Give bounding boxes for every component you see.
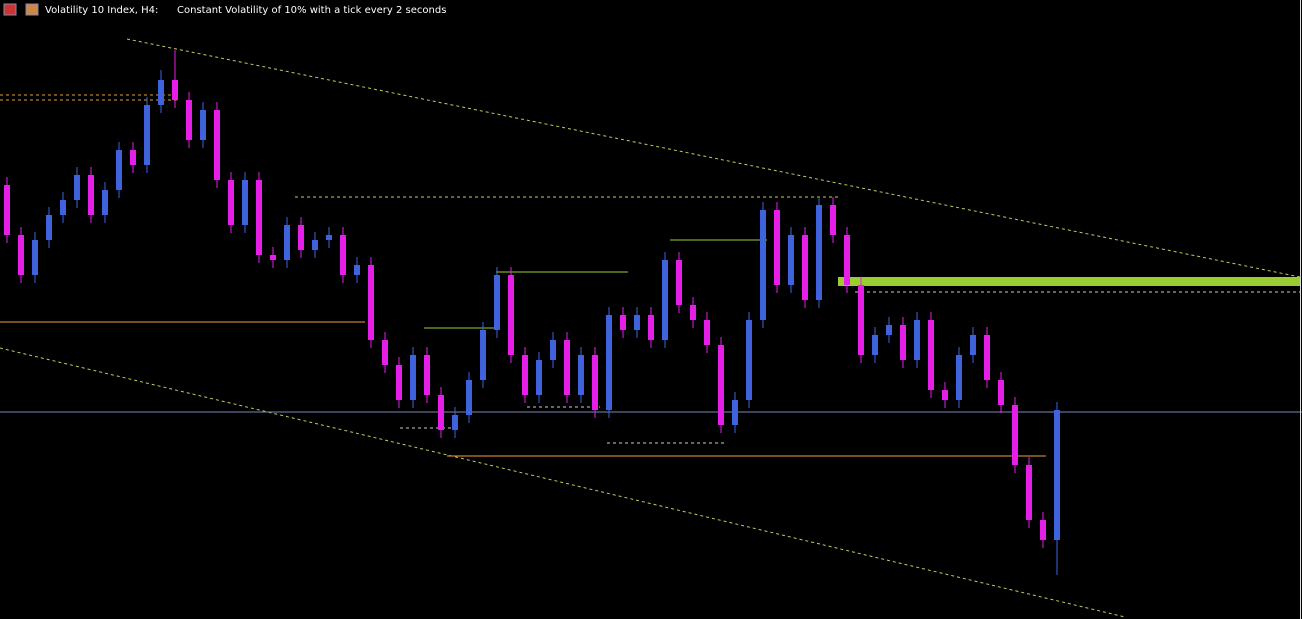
candle-body xyxy=(550,340,556,360)
candle-body xyxy=(424,355,430,395)
candle-body xyxy=(844,235,850,285)
candle-body xyxy=(326,235,332,240)
candle-body xyxy=(18,235,24,275)
candle-body xyxy=(1040,520,1046,540)
candle-body xyxy=(410,355,416,400)
candle-body xyxy=(4,185,10,235)
candle-body xyxy=(312,240,318,250)
zone xyxy=(838,277,1300,286)
candle-body xyxy=(88,175,94,215)
candle-body xyxy=(508,275,514,355)
candle-body xyxy=(746,320,752,400)
candle-body xyxy=(676,260,682,305)
candle-body xyxy=(816,205,822,300)
candle-body xyxy=(578,355,584,395)
candle-body xyxy=(270,255,276,260)
candle-body xyxy=(690,305,696,320)
candle-body xyxy=(928,320,934,390)
candle-body xyxy=(662,260,668,340)
candle-body xyxy=(466,380,472,415)
candle-body xyxy=(900,325,906,360)
icon xyxy=(25,3,39,16)
candle-body xyxy=(620,315,626,330)
candle-body xyxy=(32,240,38,275)
candle-body xyxy=(886,325,892,335)
candle-body xyxy=(1054,410,1060,540)
candle-body xyxy=(648,315,654,340)
candle-body xyxy=(522,355,528,395)
candle-body xyxy=(102,190,108,215)
candle-body xyxy=(760,210,766,320)
candle-body xyxy=(956,355,962,400)
candle-body xyxy=(186,100,192,140)
candle-body xyxy=(858,285,864,355)
candle-body xyxy=(354,265,360,275)
candle-body xyxy=(564,340,570,395)
candle-body xyxy=(46,215,52,240)
candle-body xyxy=(130,150,136,165)
upper-channel xyxy=(126,38,1301,278)
candle-body xyxy=(634,315,640,330)
candle-body xyxy=(396,365,402,400)
chart-subtitle: Constant Volatility of 10% with a tick e… xyxy=(177,5,446,16)
candle-body xyxy=(60,200,66,215)
trend-lines xyxy=(0,38,1301,618)
candle-body xyxy=(382,340,388,365)
candle-body xyxy=(74,175,80,200)
candle-body xyxy=(284,225,290,260)
candle-body xyxy=(536,360,542,395)
candle-body xyxy=(298,225,304,250)
candle-body xyxy=(606,315,612,410)
candle-body xyxy=(718,345,724,425)
candle-body xyxy=(200,110,206,140)
candle-body xyxy=(144,105,150,165)
icon xyxy=(3,3,17,16)
candle-body xyxy=(172,80,178,100)
candle-body xyxy=(438,395,444,430)
candle-body xyxy=(592,355,598,410)
candle-body xyxy=(1026,465,1032,520)
candle-body xyxy=(368,265,374,340)
candle-body xyxy=(494,275,500,330)
candle-body xyxy=(242,180,248,225)
candle-body xyxy=(802,235,808,300)
candle-body xyxy=(214,110,220,180)
candle-body xyxy=(788,235,794,285)
candle-body xyxy=(732,400,738,425)
candle-body xyxy=(158,80,164,105)
candle-body xyxy=(452,415,458,430)
candle-body xyxy=(704,320,710,345)
candle-body xyxy=(872,335,878,355)
header: Volatility 10 Index, H4: Constant Volati… xyxy=(3,3,446,16)
candle-body xyxy=(116,150,122,190)
candle-body xyxy=(984,335,990,380)
lower-channel xyxy=(0,347,1126,618)
candle-body xyxy=(228,180,234,225)
candle-body xyxy=(480,330,486,380)
candle-body xyxy=(998,380,1004,405)
chart-title: Volatility 10 Index, H4: xyxy=(45,5,158,16)
candle-body xyxy=(774,210,780,285)
candle-body xyxy=(830,205,836,235)
candle-body xyxy=(340,235,346,275)
candle-body xyxy=(256,180,262,255)
candle-body xyxy=(914,320,920,360)
candle-body xyxy=(1012,405,1018,465)
candle-body xyxy=(970,335,976,355)
candle-body xyxy=(942,390,948,400)
